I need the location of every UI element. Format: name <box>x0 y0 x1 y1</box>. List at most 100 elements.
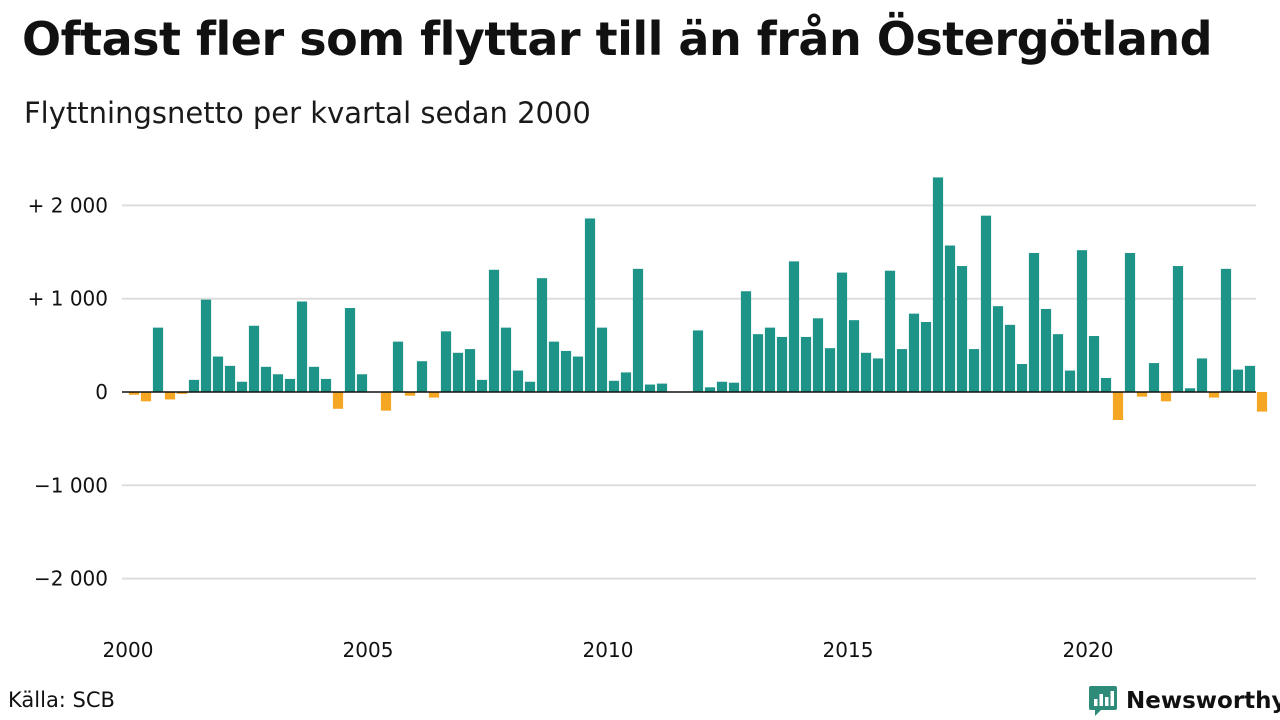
bar <box>836 272 848 392</box>
bar <box>620 372 632 392</box>
bar <box>1100 378 1112 392</box>
bar <box>824 348 836 392</box>
bar <box>1160 392 1172 402</box>
bars <box>128 177 1268 420</box>
bar <box>956 266 968 392</box>
bar <box>380 392 392 411</box>
bar <box>1208 392 1220 398</box>
chart-title: Oftast fler som flyttar till än från Öst… <box>22 12 1213 66</box>
bar <box>848 320 860 392</box>
bar <box>344 308 356 392</box>
x-tick-label: 2000 <box>103 638 154 662</box>
bar <box>284 378 296 392</box>
bar <box>1112 392 1124 420</box>
brand[interactable]: Newsworthy <box>1088 684 1280 718</box>
bar <box>908 313 920 392</box>
bar <box>644 384 656 392</box>
bar <box>332 392 344 409</box>
x-tick-label: 2010 <box>583 638 634 662</box>
bar <box>740 291 752 392</box>
bar <box>1220 268 1232 392</box>
bar <box>1064 370 1076 392</box>
bar <box>872 358 884 392</box>
y-tick-label: + 2 000 <box>28 193 108 217</box>
bar <box>980 215 992 392</box>
bar <box>1016 364 1028 392</box>
y-tick-label: −2 000 <box>34 567 108 591</box>
x-tick-label: 2015 <box>823 638 874 662</box>
bar <box>920 322 932 392</box>
bar <box>320 378 332 392</box>
brand-name: Newsworthy <box>1126 688 1280 714</box>
bar <box>1004 324 1016 392</box>
bar <box>140 392 152 402</box>
bar <box>440 331 452 392</box>
bar <box>488 269 500 392</box>
bar <box>860 352 872 392</box>
bar <box>188 379 200 392</box>
bar <box>236 381 248 392</box>
bar <box>764 327 776 392</box>
x-tick-label: 2005 <box>343 638 394 662</box>
bar <box>128 392 140 395</box>
bar <box>164 392 176 400</box>
bar <box>404 392 416 396</box>
bar <box>296 301 308 392</box>
bar <box>704 387 716 392</box>
bar <box>560 350 572 392</box>
bar <box>392 341 404 392</box>
bar <box>968 349 980 392</box>
bar <box>212 356 224 392</box>
bar <box>524 381 536 392</box>
bar <box>536 278 548 392</box>
bar <box>812 318 824 392</box>
bar <box>1088 336 1100 392</box>
source-label: Källa: SCB <box>8 688 115 712</box>
y-tick-label: 0 <box>95 380 108 404</box>
bar <box>548 341 560 392</box>
bar <box>1184 388 1196 392</box>
bar <box>1040 308 1052 392</box>
chart-subtitle: Flyttningsnetto per kvartal sedan 2000 <box>24 96 591 130</box>
bar <box>692 330 704 392</box>
bar <box>572 356 584 392</box>
bar <box>464 349 476 392</box>
bar <box>152 327 164 392</box>
bar <box>308 366 320 392</box>
bar <box>176 392 188 394</box>
bar <box>1256 392 1268 412</box>
bar <box>656 383 668 392</box>
bar <box>1076 250 1088 392</box>
bar <box>1172 266 1184 392</box>
bar <box>752 334 764 392</box>
bar <box>200 299 212 392</box>
bar <box>1232 369 1244 392</box>
bar <box>596 327 608 392</box>
bar <box>428 392 440 398</box>
bar <box>272 374 284 392</box>
bar <box>584 218 596 392</box>
bar <box>1148 363 1160 392</box>
bar <box>944 245 956 392</box>
bar <box>416 361 428 392</box>
bar <box>992 306 1004 392</box>
bar <box>932 177 944 392</box>
bar <box>224 365 236 392</box>
bar <box>896 349 908 392</box>
bar <box>1124 252 1136 392</box>
bar <box>1196 358 1208 392</box>
bar <box>260 366 272 392</box>
bar <box>476 379 488 392</box>
bar <box>788 261 800 392</box>
y-tick-label: −1 000 <box>34 473 108 497</box>
axes: + 2 000 + 1 000 0 −1 000 −2 000 2000 2005 2010 2… <box>28 193 1256 662</box>
bar <box>452 352 464 392</box>
gridlines <box>122 204 1256 580</box>
bar <box>500 327 512 392</box>
bar <box>608 380 620 392</box>
bar <box>512 370 524 392</box>
bar <box>248 325 260 392</box>
newsworthy-logo-icon <box>1089 686 1117 716</box>
bar <box>1136 392 1148 397</box>
